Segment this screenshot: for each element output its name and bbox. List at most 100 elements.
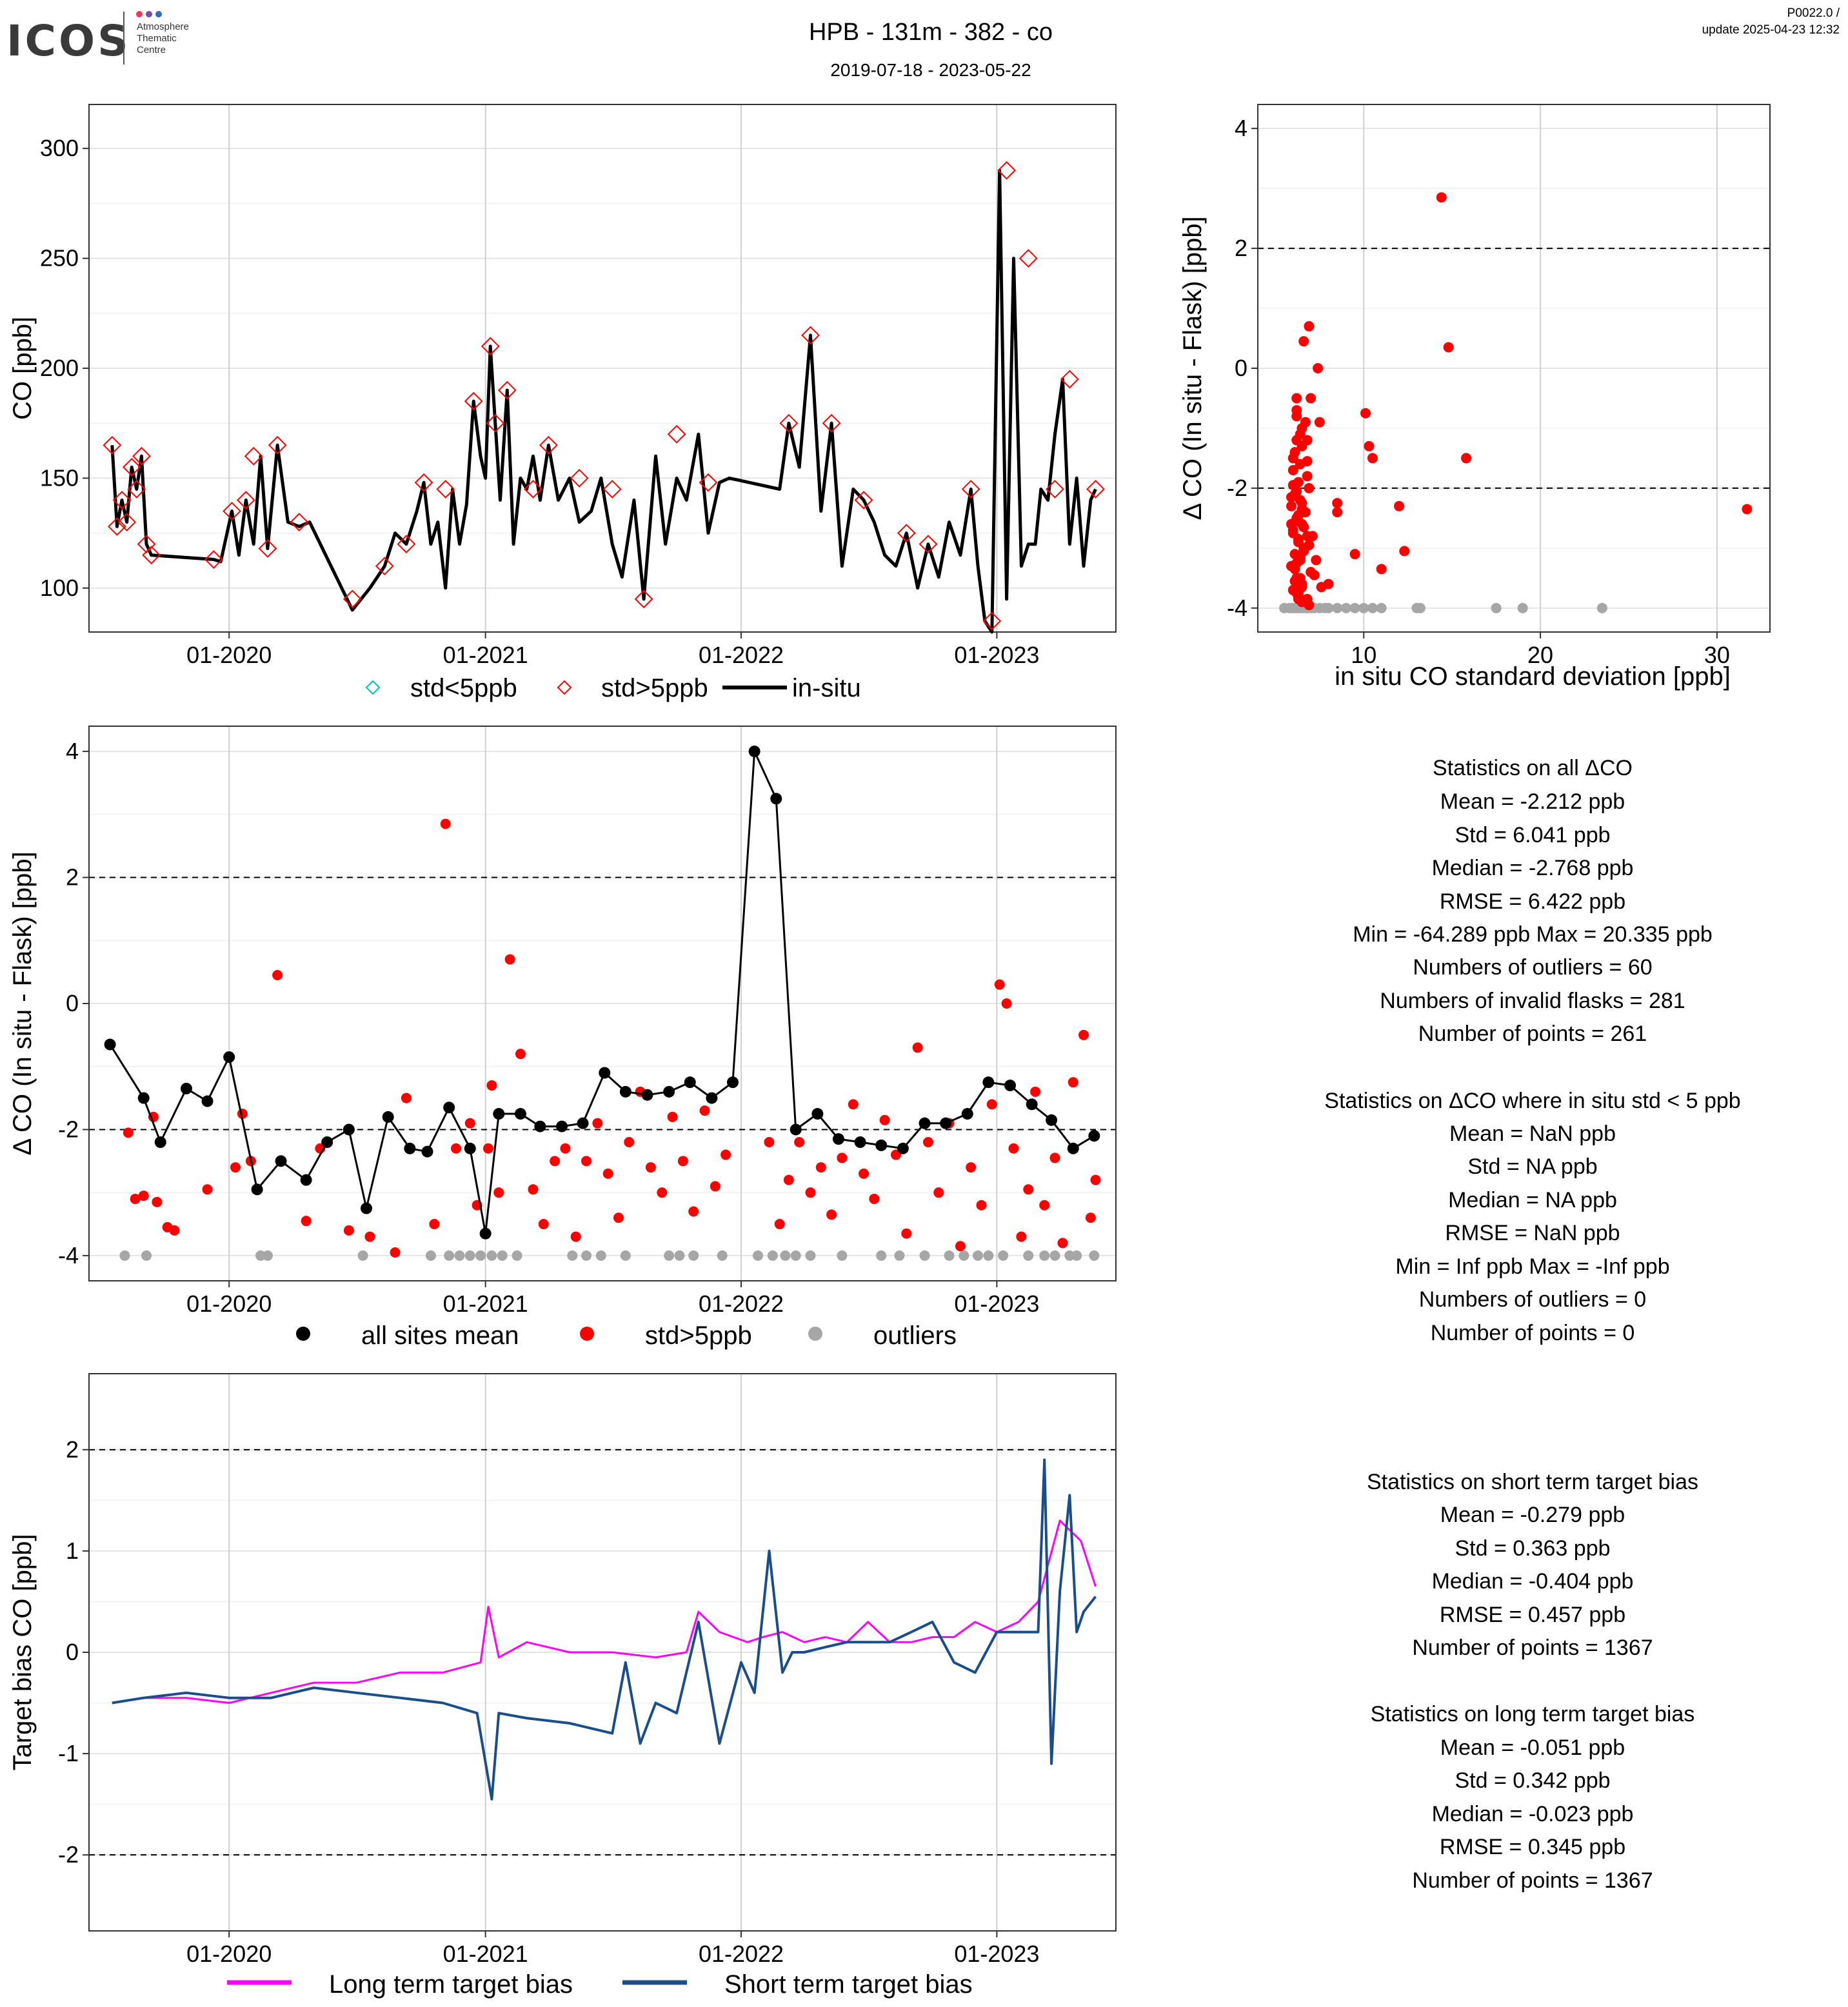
std-gt5-point bbox=[486, 1080, 497, 1091]
x-tick-label: 30 bbox=[1704, 642, 1730, 668]
legend-mean-dot-icon bbox=[296, 1327, 310, 1341]
all-sites-mean-point bbox=[443, 1102, 455, 1114]
bias-legend: Long term target bias Short term target … bbox=[227, 1970, 973, 1999]
std-gt5-point bbox=[1039, 1200, 1050, 1211]
flask-diamond-point bbox=[1018, 249, 1038, 268]
std-gt5-point bbox=[1302, 456, 1313, 467]
all-sites-mean-point bbox=[811, 1108, 824, 1120]
y-tick-label: 1 bbox=[66, 1537, 79, 1564]
std-gt5-point bbox=[301, 1216, 312, 1227]
flask-diamond-point bbox=[602, 480, 622, 499]
stats-line: Median = NA ppb bbox=[1448, 1188, 1617, 1212]
outlier-point bbox=[464, 1250, 475, 1261]
x-tick-label: 01-2023 bbox=[954, 1290, 1039, 1317]
std-gt5-point bbox=[1316, 582, 1327, 593]
std-gt5-point bbox=[1332, 507, 1343, 518]
all-sites-mean-point bbox=[854, 1136, 866, 1148]
stats-title: Statistics on short term target bias bbox=[1367, 1470, 1698, 1494]
std-gt5-point bbox=[1068, 1077, 1078, 1088]
outlier-point bbox=[119, 1250, 130, 1261]
flask-diamond-point bbox=[1046, 480, 1064, 499]
std-gt5-point bbox=[1085, 1212, 1096, 1223]
flask-diamond-point bbox=[539, 435, 558, 455]
delta-std-series bbox=[1279, 192, 1753, 613]
delta-time-y-label: Δ CO (In situ - Flask) [ppb] bbox=[8, 851, 37, 1155]
stats-line: Median = -0.404 ppb bbox=[1432, 1569, 1634, 1594]
stats-line: Number of points = 1367 bbox=[1412, 1868, 1653, 1893]
outlier-point bbox=[1517, 602, 1528, 613]
std-gt5-point bbox=[169, 1225, 180, 1236]
std-gt5-point bbox=[390, 1247, 401, 1258]
all-sites-mean-point bbox=[1046, 1114, 1058, 1126]
stats-line: Median = -2.768 ppb bbox=[1432, 856, 1634, 880]
std-gt5-point bbox=[1295, 573, 1306, 584]
stats-line: Std = NA ppb bbox=[1467, 1154, 1597, 1179]
flask-diamond-point bbox=[822, 413, 841, 433]
flask-diamond-point bbox=[204, 550, 223, 569]
outlier-point bbox=[959, 1250, 969, 1261]
flask-diamond-point bbox=[127, 480, 146, 499]
outlier-point bbox=[620, 1250, 631, 1261]
x-tick-label: 01-2023 bbox=[954, 1941, 1039, 1967]
co-series bbox=[103, 161, 1105, 634]
all-sites-mean-point bbox=[663, 1085, 675, 1098]
std-gt5-point bbox=[602, 1168, 613, 1179]
std-gt5-point bbox=[699, 1105, 710, 1116]
std-gt5-point bbox=[986, 1099, 997, 1110]
std-gt5-point bbox=[1297, 498, 1307, 509]
std-gt5-point bbox=[645, 1162, 656, 1173]
outlier-point bbox=[717, 1250, 728, 1261]
all-sites-mean-point bbox=[919, 1117, 931, 1129]
outlier-point bbox=[1358, 602, 1369, 613]
std-gt5-point bbox=[152, 1196, 163, 1207]
long-term-bias-line bbox=[112, 1519, 1097, 1704]
outlier-point bbox=[1023, 1250, 1034, 1261]
outlier-point bbox=[919, 1250, 930, 1261]
delta-timeseries-panel: -4 -2 0 2 4 01-2020 01-2021 01-2022 01-2023 Δ CO… bbox=[8, 726, 1117, 1350]
target-bias-panel: -2 -1 0 1 2 01-2020 01-2021 01-2022 01-2023 Targ… bbox=[8, 1373, 1117, 1999]
y-tick-label: 2 bbox=[66, 864, 79, 891]
flask-diamond-point bbox=[464, 391, 483, 411]
stats-title: Statistics on long term target bias bbox=[1371, 1702, 1695, 1726]
delta-time-legend: all sites mean std>5ppb outliers bbox=[296, 1321, 957, 1350]
flask-diamond-point bbox=[897, 524, 916, 543]
all-sites-mean-point bbox=[619, 1085, 631, 1098]
std-gt5-point bbox=[1291, 393, 1302, 404]
std-gt5-point bbox=[1049, 1152, 1060, 1163]
std-gt5-point bbox=[592, 1118, 603, 1129]
std-gt5-point bbox=[774, 1219, 785, 1230]
flask-diamond-point bbox=[481, 337, 500, 356]
std-gt5-point bbox=[1399, 546, 1410, 557]
std-gt5-point bbox=[1293, 593, 1304, 604]
outlier-point bbox=[998, 1250, 1009, 1261]
std-gt5-point bbox=[1293, 516, 1304, 527]
legend-label-std-gt5: std>5ppb bbox=[601, 674, 708, 702]
x-tick-label: 01-2020 bbox=[186, 1290, 272, 1317]
std-gt5-point bbox=[1298, 546, 1309, 557]
all-sites-mean-point bbox=[361, 1202, 373, 1214]
flask-diamond-point bbox=[244, 446, 263, 466]
std-gt5-point bbox=[581, 1156, 592, 1167]
outlier-point bbox=[1049, 1250, 1060, 1261]
std-gt5-point bbox=[1436, 192, 1447, 203]
std-gt5-point bbox=[440, 818, 451, 829]
legend-label-std-gt5: std>5ppb bbox=[645, 1321, 752, 1350]
flask-diamond-point bbox=[497, 381, 517, 400]
std-gt5-point bbox=[710, 1181, 720, 1192]
std-gt5-point bbox=[570, 1231, 581, 1242]
all-sites-mean-point bbox=[421, 1145, 433, 1158]
std-gt5-point bbox=[364, 1231, 375, 1242]
std-gt5-point bbox=[1313, 363, 1324, 373]
std-gt5-point bbox=[560, 1143, 571, 1154]
all-sites-mean-line bbox=[109, 750, 1095, 1235]
co-y-label: CO [ppb] bbox=[8, 317, 37, 420]
std-gt5-point bbox=[1030, 1086, 1041, 1097]
flask-diamond-point bbox=[268, 435, 287, 455]
flask-diamond-point bbox=[486, 413, 505, 433]
flask-diamond-point bbox=[236, 491, 255, 509]
std-gt5-point bbox=[955, 1241, 966, 1252]
all-sites-mean-point bbox=[343, 1123, 355, 1136]
std-gt5-point bbox=[1304, 600, 1315, 611]
std-gt5-point bbox=[1287, 465, 1298, 476]
